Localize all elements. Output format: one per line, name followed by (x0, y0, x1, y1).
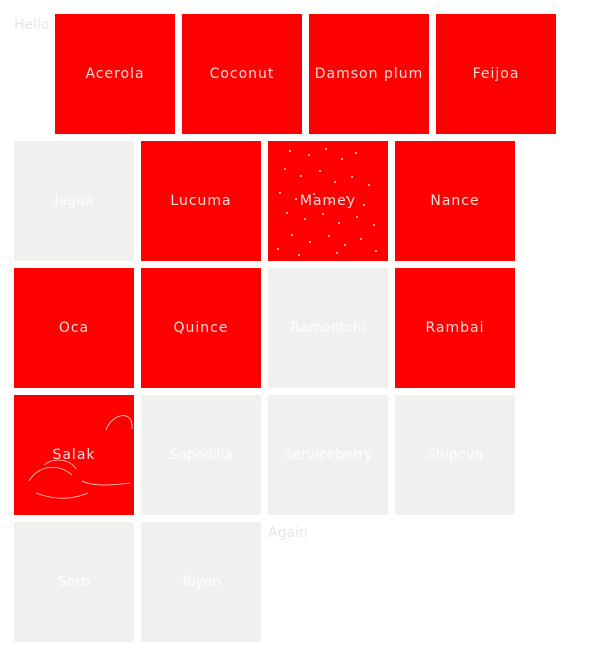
tile-label: Serviceberry (280, 446, 377, 464)
tile-label: Jagua (50, 192, 97, 210)
tile-damson-plum[interactable]: Damson plum (309, 14, 429, 134)
tile-serviceberry[interactable]: Serviceberry (268, 395, 388, 515)
tile-label: Rambai (422, 319, 489, 337)
outro-text: Again (268, 523, 308, 543)
tile-label: Nance (426, 192, 483, 210)
tile-mamey[interactable]: Mamey (268, 141, 388, 261)
tile-rambai[interactable]: Rambai (395, 268, 515, 388)
tile-label: Shipova (423, 446, 487, 464)
tile-oca[interactable]: Oca (14, 268, 134, 388)
tile-label: Oca (55, 319, 93, 337)
tile-label: Quince (170, 319, 233, 337)
tile-label: Salak (48, 446, 99, 464)
tile-label: Lucuma (166, 192, 235, 210)
tile-label: Feijoa (469, 65, 524, 83)
tile-sorb[interactable]: Sorb (14, 522, 134, 642)
tile-salak[interactable]: Salak (14, 395, 134, 515)
tile-label: Ramontchi (286, 319, 369, 337)
tile-quince[interactable]: Quince (141, 268, 261, 388)
tile-sapodilla[interactable]: Sapodilla (141, 395, 261, 515)
tile-label: Mamey (296, 192, 360, 210)
tile-coconut[interactable]: Coconut (182, 14, 302, 134)
tile-label: Damson plum (311, 65, 427, 83)
tile-label: Sapodilla (165, 446, 237, 464)
tile-label: Coconut (206, 65, 279, 83)
tile-label: Sorb (54, 573, 94, 591)
tile-ramontchi[interactable]: Ramontchi (268, 268, 388, 388)
tile-lucuma[interactable]: Lucuma (141, 141, 261, 261)
tile-label: Toyon (177, 573, 225, 591)
intro-text: Hello (14, 15, 50, 35)
tile-acerola[interactable]: Acerola (55, 14, 175, 134)
tile-feijoa[interactable]: Feijoa (436, 14, 556, 134)
tile-toyon[interactable]: Toyon (141, 522, 261, 642)
tile-shipova[interactable]: Shipova (395, 395, 515, 515)
tile-label: Acerola (81, 65, 148, 83)
tile-jagua[interactable]: Jagua (14, 141, 134, 261)
tile-nance[interactable]: Nance (395, 141, 515, 261)
